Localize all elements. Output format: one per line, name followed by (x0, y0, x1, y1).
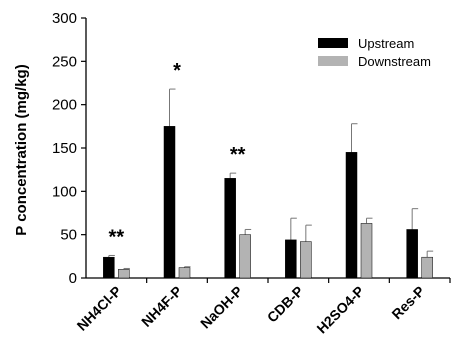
significance-marker: * (173, 60, 181, 82)
y-tick-label: 50 (60, 227, 77, 244)
y-tick-label: 100 (52, 183, 77, 200)
legend-swatch (318, 38, 348, 48)
annotations: ***** (109, 60, 246, 248)
legend-swatch (318, 56, 348, 66)
legend: Upstream Downstream (318, 36, 431, 69)
bar-downstream (178, 267, 191, 279)
x-tick-label: Res-P (388, 283, 427, 322)
bar-upstream (163, 126, 176, 279)
y-tick-label: 150 (52, 140, 77, 157)
significance-marker: ** (230, 144, 246, 166)
x-tick-label: NH4F-P (138, 283, 185, 330)
legend-label: Downstream (358, 54, 431, 69)
bars (103, 88, 434, 279)
bar-downstream (360, 223, 373, 279)
y-tick-label: 0 (69, 270, 77, 287)
bar-upstream (406, 229, 418, 279)
y-tick-label: 200 (52, 97, 77, 114)
x-tick-label: CDB-P (264, 283, 307, 326)
bar-upstream (285, 239, 297, 279)
x-tick-label: H2SO4-P (313, 283, 367, 337)
legend-label: Upstream (358, 36, 414, 51)
x-tick-label: NH4Cl-P (74, 283, 125, 334)
y-tick-label: 250 (52, 53, 77, 70)
x-tick-label: NaOH-P (197, 283, 246, 332)
y-tick-label: 300 (52, 10, 77, 27)
y-axis-label: P concentration (mg/kg) (13, 64, 30, 235)
bar-downstream (118, 269, 130, 279)
bar-downstream (239, 234, 251, 279)
significance-marker: ** (109, 226, 125, 248)
bar-upstream (224, 178, 236, 279)
bar-downstream (300, 241, 312, 279)
bar-downstream (421, 256, 433, 279)
bar-upstream (103, 256, 115, 279)
bar-upstream (345, 152, 358, 279)
